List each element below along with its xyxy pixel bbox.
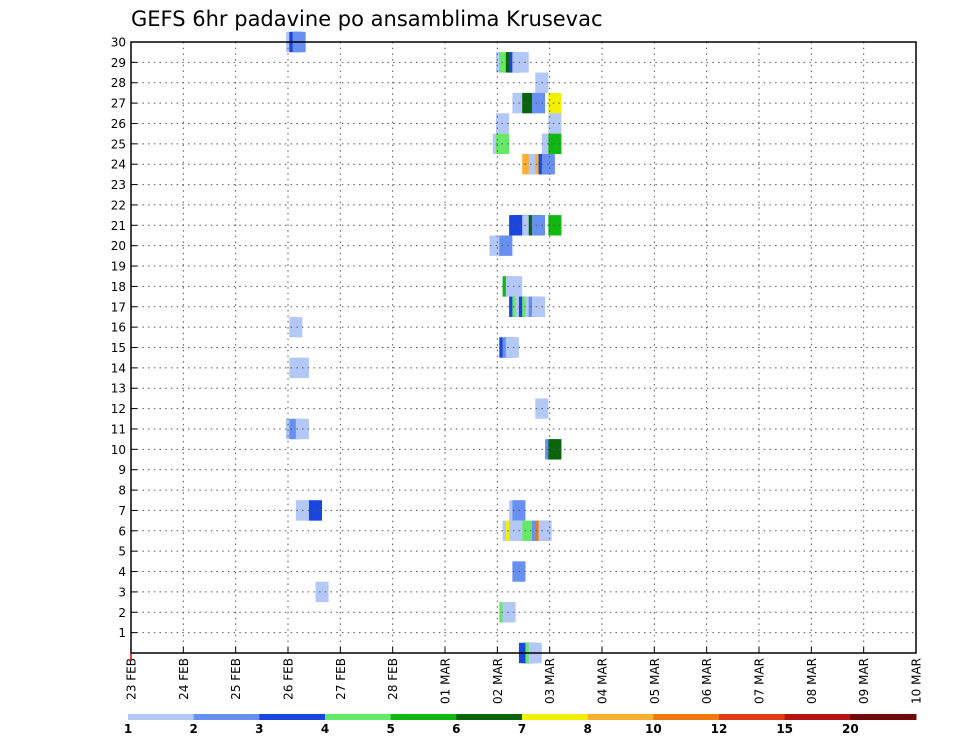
y-tick-label: 14	[111, 361, 126, 375]
y-tick-label: 29	[111, 56, 126, 70]
colorbar-swatch	[325, 714, 392, 720]
heatmap-cell	[548, 439, 562, 460]
x-axis: 23 FEB 24 FEB 25 FEB 26 FEB 27 FEB 28 FEB 01 M…	[125, 647, 924, 704]
colorbar-swatch	[193, 714, 260, 720]
colorbar-label: 20	[842, 722, 859, 736]
colorbar-label: 2	[189, 722, 197, 736]
colorbar-swatch	[653, 714, 720, 720]
colorbar-label: 4	[321, 722, 329, 736]
x-tick-label: 06 MAR	[700, 658, 714, 704]
y-tick-label: 5	[118, 545, 126, 559]
y-tick-label: 26	[111, 117, 126, 131]
colorbar-swatch	[259, 714, 326, 720]
colorbar-swatch	[719, 714, 786, 720]
y-tick-label: 25	[111, 137, 126, 151]
x-tick-label: 28 FEB	[386, 658, 400, 700]
y-tick-label: 24	[111, 158, 126, 172]
colorbar-label: 10	[645, 722, 662, 736]
y-tick-label: 7	[118, 504, 126, 518]
heatmap-cell	[509, 520, 523, 541]
y-tick-label: 16	[111, 321, 126, 335]
x-tick-label: 08 MAR	[805, 658, 819, 704]
heatmap-cell	[548, 215, 562, 236]
colorbar-label: 5	[386, 722, 394, 736]
heatmap-cell	[548, 113, 562, 134]
y-tick-label: 9	[118, 463, 126, 477]
heatmap-cell	[315, 581, 329, 603]
y-tick-label: 13	[111, 382, 126, 396]
chart-title: GEFS 6hr padavine po ansamblima Krusevac	[131, 7, 603, 31]
y-tick-label: 17	[111, 300, 126, 314]
x-tick-label: 24 FEB	[177, 658, 191, 700]
y-axis: 1234567891011121314151617181920212223242…	[111, 36, 137, 640]
y-tick-label: 19	[111, 260, 126, 274]
x-tick-label: 26 FEB	[282, 658, 296, 700]
heatmap-cell	[515, 52, 529, 73]
x-tick-label: 02 MAR	[491, 658, 505, 704]
y-tick-label: 3	[118, 585, 126, 599]
y-tick-label: 1	[118, 626, 126, 640]
heatmap-cell	[548, 92, 562, 114]
y-tick-label: 27	[111, 97, 126, 111]
colorbar-swatch	[128, 714, 195, 720]
colorbar-label: 15	[776, 722, 793, 736]
colorbar-swatch	[850, 714, 917, 720]
y-tick-label: 11	[111, 422, 126, 436]
x-tick-label: 01 MAR	[439, 658, 453, 704]
heatmap-cell	[509, 276, 523, 297]
x-tick-label: 27 FEB	[334, 658, 348, 700]
x-tick-label: 25 FEB	[229, 658, 243, 700]
heatmap-cell	[505, 337, 519, 358]
y-tick-label: 10	[111, 443, 126, 457]
colorbar-label: 7	[518, 722, 526, 736]
heatmap-cell	[532, 296, 546, 317]
colorbar-swatch	[522, 714, 589, 720]
y-tick-label: 18	[111, 280, 126, 294]
x-tick-label: 05 MAR	[648, 658, 662, 704]
heatmap-cell	[499, 235, 513, 256]
x-tick-label: 09 MAR	[857, 658, 871, 704]
colorbar-label: 6	[452, 722, 460, 736]
y-tick-label: 2	[118, 606, 126, 620]
y-tick-label: 8	[118, 484, 126, 498]
y-tick-label: 20	[111, 239, 126, 253]
colorbar-label: 3	[255, 722, 263, 736]
y-tick-label: 4	[118, 565, 126, 579]
heatmap-cell	[532, 215, 546, 236]
heatmap-cell	[548, 133, 562, 155]
colorbar-swatch	[784, 714, 851, 720]
y-tick-label: 30	[111, 36, 126, 50]
x-tick-label: 03 MAR	[543, 658, 557, 704]
x-tick-label: 23 FEB	[125, 658, 139, 700]
colorbar-label: 12	[711, 722, 728, 736]
y-tick-label: 22	[111, 198, 126, 212]
colorbar-label: 1	[124, 722, 132, 736]
heatmap-cell	[538, 520, 552, 541]
heatmap-cell	[502, 602, 516, 623]
colorbar: 1 2 3 4 5 6 7 8 10 12 15 20	[124, 714, 917, 736]
y-tick-label: 6	[118, 524, 126, 538]
heatmap-cell	[308, 500, 323, 521]
colorbar-swatch	[456, 714, 523, 720]
colorbar-swatch	[587, 714, 654, 720]
y-tick-label: 15	[111, 341, 126, 355]
y-tick-label: 12	[111, 402, 126, 416]
heatmap-cell	[289, 316, 303, 338]
heatmap-cells	[286, 31, 562, 664]
colorbar-label: 8	[583, 722, 591, 736]
y-tick-label: 28	[111, 76, 126, 90]
x-tick-label: 10 MAR	[910, 658, 924, 704]
heatmap-cell	[532, 92, 546, 114]
y-tick-label: 21	[111, 219, 126, 233]
colorbar-swatch	[390, 714, 457, 720]
x-tick-label: 07 MAR	[753, 658, 767, 704]
x-tick-label: 04 MAR	[596, 658, 610, 704]
y-tick-label: 23	[111, 178, 126, 192]
